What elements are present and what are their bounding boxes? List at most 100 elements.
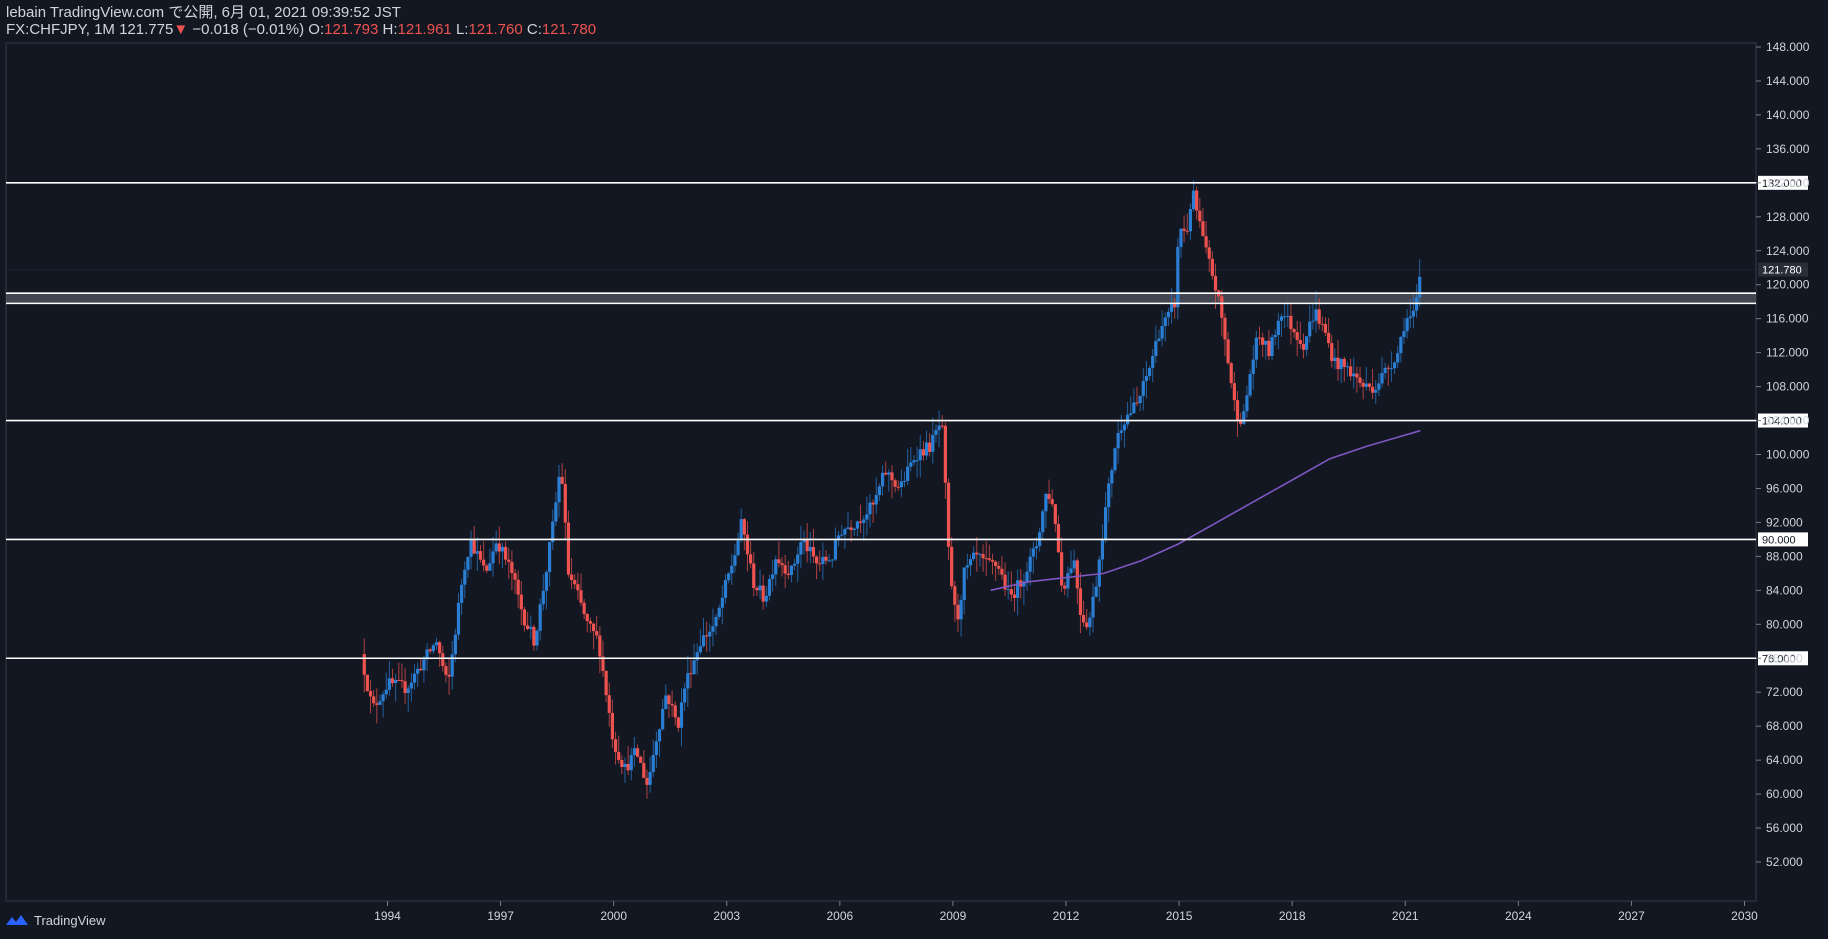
candle-body [1116, 432, 1120, 449]
candle-body [698, 646, 702, 653]
candle-body [736, 540, 740, 556]
candle-body [1075, 560, 1079, 589]
candle-body [425, 649, 429, 660]
candle-body [604, 670, 608, 696]
y-tick-label: 144.000 [1766, 74, 1810, 88]
candle-body [664, 695, 668, 709]
y-tick-label: 72.000 [1766, 685, 1803, 699]
time-axis[interactable]: 1994 1997 2000 2003 2006 2009 2012 2015 2018 2021… [374, 901, 1758, 923]
candle-body [1355, 373, 1359, 378]
candle-body [1207, 247, 1211, 259]
y-tick-label: 92.000 [1766, 515, 1803, 529]
candle-body [547, 542, 552, 573]
candle-body [893, 480, 897, 487]
publish-info: lebain TradingView.com で公開, 6月 01, 2021 … [6, 4, 401, 21]
candle-body [1276, 320, 1280, 335]
x-tick-label: 1994 [374, 909, 401, 923]
candle-body [695, 652, 699, 661]
candle-body [541, 590, 545, 605]
x-tick-label: 2003 [713, 909, 740, 923]
candle-body [551, 521, 555, 543]
candle-body [902, 480, 907, 482]
candle-body [928, 442, 932, 452]
levels-layer[interactable]: 132.000 104.000 90.000 76.000 121.780 [6, 175, 1808, 666]
y-tick-label: 116.000 [1766, 312, 1809, 326]
candle-body [1317, 309, 1321, 324]
candle-body [1245, 395, 1249, 412]
candle-body [579, 590, 583, 603]
price-axis[interactable]: 52.000 56.000 60.000 64.000 68.000 72.000 76.0… [1756, 40, 1810, 869]
candle-body [846, 527, 850, 530]
candle-body [727, 573, 731, 581]
candle-body [890, 472, 894, 481]
candle-body [635, 748, 640, 757]
candle-body [683, 688, 687, 703]
symbol-label[interactable]: FX:CHFJPY, 1M [6, 21, 115, 38]
candle-body [836, 535, 841, 540]
candle-body [1053, 504, 1057, 524]
candle-body [692, 660, 696, 675]
candle-body [419, 668, 423, 671]
candle-body [1012, 594, 1017, 598]
y-tick-label: 104.000 [1766, 414, 1810, 428]
candle-body [1358, 377, 1362, 383]
candle-body [887, 472, 891, 475]
candle-body [378, 701, 382, 705]
candle-body [1327, 332, 1331, 344]
candle-body [1144, 375, 1149, 381]
candle-body [1204, 236, 1208, 248]
candle-body [918, 449, 922, 461]
y-tick-label: 76.000 [1766, 651, 1803, 665]
candle-body [595, 631, 599, 636]
candle-body [375, 703, 379, 705]
candle-body [1348, 366, 1353, 377]
candle-body [865, 514, 869, 520]
candle-body [1301, 343, 1306, 350]
candle-body [1028, 556, 1032, 572]
candle-body [1160, 326, 1164, 339]
candle-body [833, 539, 838, 560]
candle-body [796, 554, 800, 564]
candle-body [538, 604, 542, 631]
candle-body [1060, 552, 1064, 586]
candle-body [818, 563, 822, 565]
candle-body [472, 538, 476, 554]
candle-body [1323, 324, 1328, 333]
candle-body [588, 621, 593, 624]
x-tick-label: 2021 [1392, 909, 1419, 923]
candle-body [673, 705, 677, 718]
candle-body [915, 460, 919, 462]
candle-body [1034, 546, 1039, 549]
ma-layer [990, 429, 1421, 592]
candle-body [871, 502, 875, 505]
candle-body [362, 654, 366, 675]
candle-body [761, 585, 765, 602]
candle-body [1399, 336, 1403, 354]
candle-body [482, 559, 486, 566]
candle-body [1267, 340, 1271, 357]
candle-body [428, 649, 432, 652]
candle-body [1182, 228, 1186, 231]
candle-body [705, 635, 709, 637]
candle-body [381, 694, 385, 702]
candle-body [689, 673, 693, 675]
candle-body [1279, 316, 1284, 321]
x-tick-label: 2018 [1279, 909, 1306, 923]
plot-border [5, 42, 1757, 902]
candle-body [827, 560, 831, 562]
high-label: H: [382, 21, 398, 38]
candle-body [1361, 382, 1365, 387]
candle-body [560, 476, 564, 484]
candle-body [365, 674, 369, 691]
candle-body [946, 482, 951, 547]
candle-body [805, 540, 809, 552]
candle-body [488, 563, 492, 571]
candle-body [1392, 362, 1397, 369]
candle-body [1119, 430, 1123, 433]
candle-body [708, 631, 712, 637]
candle-body [1125, 414, 1130, 425]
candle-body [670, 703, 674, 706]
candle-body [1188, 209, 1192, 232]
candle-body [1339, 358, 1343, 370]
